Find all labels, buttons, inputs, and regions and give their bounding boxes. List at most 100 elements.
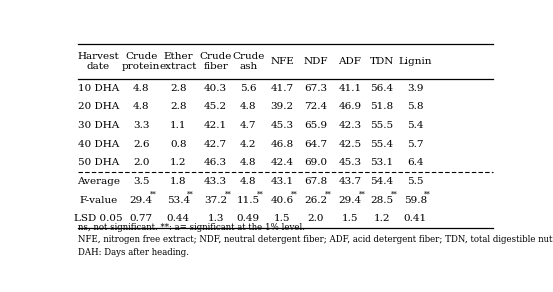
Text: ns, not significant. **: a= significant at the 1% level.: ns, not significant. **: a= significant …	[77, 223, 305, 232]
Text: 2.6: 2.6	[133, 140, 149, 149]
Text: NFE, nitrogen free extract; NDF, neutral detergent fiber; ADF, acid detergent fi: NFE, nitrogen free extract; NDF, neutral…	[77, 235, 553, 244]
Text: 4.8: 4.8	[133, 102, 149, 111]
Text: 43.3: 43.3	[204, 177, 227, 186]
Text: 50 DHA: 50 DHA	[77, 158, 119, 167]
Text: **: **	[325, 190, 331, 198]
Text: 28.5: 28.5	[371, 196, 394, 205]
Text: **: **	[424, 190, 431, 198]
Text: 65.9: 65.9	[304, 121, 327, 130]
Text: 2.8: 2.8	[170, 102, 187, 111]
Text: 42.1: 42.1	[204, 121, 227, 130]
Text: NFE: NFE	[270, 57, 294, 66]
Text: 41.7: 41.7	[270, 84, 294, 93]
Text: 1.1: 1.1	[170, 121, 187, 130]
Text: 20 DHA: 20 DHA	[77, 102, 119, 111]
Text: 45.3: 45.3	[270, 121, 294, 130]
Text: 1.2: 1.2	[374, 214, 390, 223]
Text: Average: Average	[77, 177, 120, 186]
Text: 42.5: 42.5	[338, 140, 362, 149]
Text: 5.4: 5.4	[407, 121, 424, 130]
Text: Ether
extract: Ether extract	[160, 52, 197, 71]
Text: 46.3: 46.3	[204, 158, 227, 167]
Text: 3.3: 3.3	[133, 121, 149, 130]
Text: 43.7: 43.7	[338, 177, 362, 186]
Text: 1.3: 1.3	[207, 214, 224, 223]
Text: 56.4: 56.4	[371, 84, 394, 93]
Text: 39.2: 39.2	[270, 102, 294, 111]
Text: 45.3: 45.3	[338, 158, 362, 167]
Text: Crude
fiber: Crude fiber	[200, 52, 232, 71]
Text: 2.0: 2.0	[133, 158, 149, 167]
Text: 69.0: 69.0	[304, 158, 327, 167]
Text: 55.5: 55.5	[371, 121, 394, 130]
Text: Crude
protein: Crude protein	[122, 52, 160, 71]
Text: 29.4: 29.4	[129, 196, 153, 205]
Text: 2.0: 2.0	[307, 214, 324, 223]
Text: **: **	[391, 190, 398, 198]
Text: ADF: ADF	[338, 57, 361, 66]
Text: 43.1: 43.1	[270, 177, 294, 186]
Text: 0.44: 0.44	[167, 214, 190, 223]
Text: **: **	[291, 190, 298, 198]
Text: 1.2: 1.2	[170, 158, 187, 167]
Text: 51.8: 51.8	[371, 102, 394, 111]
Text: **: **	[150, 190, 157, 198]
Text: 4.8: 4.8	[133, 84, 149, 93]
Text: 5.5: 5.5	[407, 177, 424, 186]
Text: 45.2: 45.2	[204, 102, 227, 111]
Text: 67.8: 67.8	[304, 177, 327, 186]
Text: 42.7: 42.7	[204, 140, 227, 149]
Text: 0.77: 0.77	[129, 214, 153, 223]
Text: 72.4: 72.4	[304, 102, 327, 111]
Text: NDF: NDF	[303, 57, 328, 66]
Text: 67.3: 67.3	[304, 84, 327, 93]
Text: 1.5: 1.5	[274, 214, 290, 223]
Text: 3.5: 3.5	[133, 177, 149, 186]
Text: DAH: Days after heading.: DAH: Days after heading.	[77, 248, 189, 256]
Text: 2.8: 2.8	[170, 84, 187, 93]
Text: TDN: TDN	[370, 57, 394, 66]
Text: 37.2: 37.2	[204, 196, 227, 205]
Text: 46.9: 46.9	[338, 102, 362, 111]
Text: 29.4: 29.4	[338, 196, 362, 205]
Text: 4.7: 4.7	[240, 121, 257, 130]
Text: Crude
ash: Crude ash	[232, 52, 264, 71]
Text: **: **	[225, 190, 232, 198]
Text: 59.8: 59.8	[404, 196, 427, 205]
Text: 40.6: 40.6	[270, 196, 294, 205]
Text: LSD 0.05: LSD 0.05	[74, 214, 123, 223]
Text: Lignin: Lignin	[399, 57, 432, 66]
Text: 0.49: 0.49	[237, 214, 260, 223]
Text: Harvest
date: Harvest date	[77, 52, 119, 71]
Text: 42.3: 42.3	[338, 121, 362, 130]
Text: **: **	[187, 190, 194, 198]
Text: 53.1: 53.1	[371, 158, 394, 167]
Text: 64.7: 64.7	[304, 140, 327, 149]
Text: 1.5: 1.5	[342, 214, 358, 223]
Text: 40 DHA: 40 DHA	[77, 140, 119, 149]
Text: 0.8: 0.8	[170, 140, 187, 149]
Text: 54.4: 54.4	[371, 177, 394, 186]
Text: **: **	[257, 190, 264, 198]
Text: 30 DHA: 30 DHA	[77, 121, 119, 130]
Text: 4.8: 4.8	[240, 158, 257, 167]
Text: 42.4: 42.4	[270, 158, 294, 167]
Text: 5.8: 5.8	[407, 102, 424, 111]
Text: 5.7: 5.7	[407, 140, 424, 149]
Text: 41.1: 41.1	[338, 84, 362, 93]
Text: 46.8: 46.8	[270, 140, 294, 149]
Text: 4.8: 4.8	[240, 102, 257, 111]
Text: 3.9: 3.9	[407, 84, 424, 93]
Text: 26.2: 26.2	[304, 196, 327, 205]
Text: 53.4: 53.4	[167, 196, 190, 205]
Text: 10 DHA: 10 DHA	[77, 84, 119, 93]
Text: 5.6: 5.6	[240, 84, 257, 93]
Text: 40.3: 40.3	[204, 84, 227, 93]
Text: 6.4: 6.4	[407, 158, 424, 167]
Text: 0.41: 0.41	[404, 214, 427, 223]
Text: 1.8: 1.8	[170, 177, 187, 186]
Text: 55.4: 55.4	[371, 140, 394, 149]
Text: 4.8: 4.8	[240, 177, 257, 186]
Text: 11.5: 11.5	[237, 196, 260, 205]
Text: **: **	[359, 190, 366, 198]
